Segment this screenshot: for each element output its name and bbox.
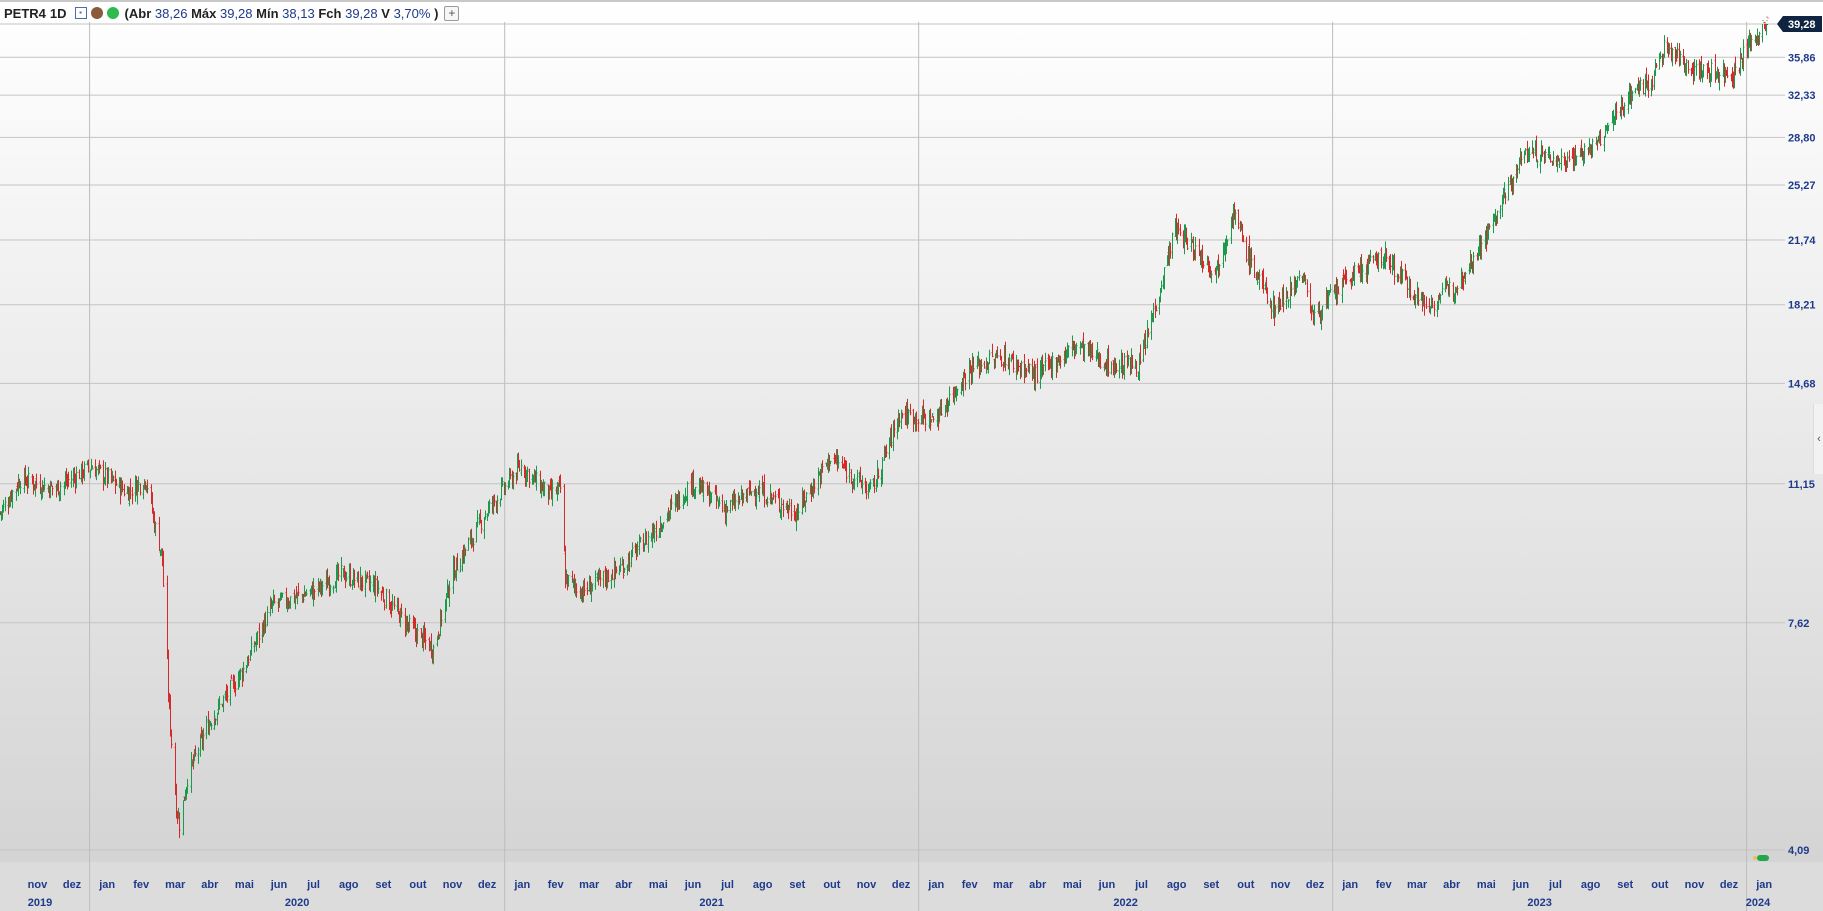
month-axis-label: nov (1271, 879, 1291, 891)
month-axis-label: abr (1443, 879, 1461, 891)
price-axis-label: 18,21 (1788, 300, 1816, 312)
month-axis-label: jun (270, 879, 288, 891)
year-axis-label: 2024 (1746, 897, 1771, 909)
high-value: 39,28 (219, 5, 253, 21)
month-axis-label: mar (993, 879, 1014, 891)
year-axis-label: 2022 (1113, 897, 1137, 909)
gridlines (0, 22, 1785, 911)
month-axis-label: dez (478, 879, 497, 891)
month-axis-label: fev (548, 879, 565, 891)
last-price-tag-shape (1777, 16, 1822, 32)
month-axis-label: jul (1134, 879, 1148, 891)
month-axis-label: jan (1341, 879, 1358, 891)
month-axis-label: mai (1477, 879, 1496, 891)
month-axis-label: jul (1548, 879, 1562, 891)
month-axis-label: ago (753, 879, 773, 891)
time-axis-background (0, 862, 1823, 911)
month-axis-label: jun (1098, 879, 1116, 891)
month-axis-label: mai (1063, 879, 1082, 891)
close-value: 39,28 (345, 5, 378, 21)
chart-type-icon[interactable]: ▪ (74, 7, 87, 19)
month-axis-label: nov (28, 879, 48, 891)
month-axis-label: set (1617, 879, 1633, 891)
month-axis-label: dez (892, 879, 911, 891)
change-label: V (381, 5, 390, 21)
month-axis-label: abr (1029, 879, 1047, 891)
price-axis-label: 35,86 (1788, 52, 1816, 64)
month-axis-label: set (1203, 879, 1219, 891)
month-axis-label: nov (857, 879, 877, 891)
month-axis-label: mar (1407, 879, 1428, 891)
add-indicator-button[interactable]: + (444, 5, 460, 21)
month-axis-label: ago (339, 879, 359, 891)
month-axis-label: jan (98, 879, 115, 891)
last-price-label: 39,28 (1788, 19, 1816, 31)
month-axis-label: jan (1755, 879, 1772, 891)
price-axis-label: 7,62 (1788, 618, 1809, 630)
month-axis-label: nov (443, 879, 463, 891)
month-axis-label: dez (1720, 879, 1739, 891)
month-axis-label: dez (1306, 879, 1325, 891)
ohlc-open-paren: ( (124, 5, 129, 21)
low-label: Mín (256, 5, 279, 21)
price-axis-label: 25,27 (1788, 180, 1816, 192)
open-label: Abr (128, 5, 152, 21)
month-axis-label: fev (133, 879, 150, 891)
month-axis-label: mai (649, 879, 668, 891)
price-axis-label: 4,09 (1788, 845, 1809, 857)
open-value: 38,26 (154, 5, 188, 21)
month-axis-label: jul (720, 879, 734, 891)
live-green-icon (106, 7, 119, 19)
month-axis-label: ago (1581, 879, 1601, 891)
timeframe-label[interactable]: 1D (49, 5, 67, 21)
settings-brown-icon[interactable] (90, 7, 103, 19)
collapse-panel-icon[interactable]: ‹ (1813, 404, 1823, 474)
price-axis-label: 32,33 (1788, 90, 1816, 102)
chart-legend: PETR4 1D ▪ ( Abr 38,26 Máx 39,28 Mín 38,… (4, 4, 460, 22)
last-price-tag: 39,28 (1777, 16, 1822, 32)
month-axis-label: set (789, 879, 805, 891)
change-value: 3,70% (393, 5, 431, 21)
month-axis-label: fev (962, 879, 979, 891)
price-axis-label: 28,80 (1788, 132, 1816, 144)
month-axis-label: mai (235, 879, 254, 891)
month-axis-label: ago (1167, 879, 1187, 891)
month-axis-label: set (375, 879, 391, 891)
month-axis-label: mar (579, 879, 600, 891)
month-axis-label: jan (513, 879, 530, 891)
status-indicator-yellow-icon (1753, 856, 1757, 860)
month-axis-label: jun (684, 879, 702, 891)
month-axis-label: out (823, 879, 840, 891)
candles (0, 16, 1769, 839)
year-axis-label: 2023 (1527, 897, 1551, 909)
month-axis-label: out (1651, 879, 1668, 891)
price-axis-label: 11,15 (1788, 479, 1815, 491)
year-axis-label: 2020 (285, 897, 309, 909)
month-axis-label: jul (306, 879, 320, 891)
top-border (0, 0, 1823, 2)
month-axis-label: nov (1685, 879, 1705, 891)
low-value: 38,13 (282, 5, 315, 21)
plot-background (0, 2, 1823, 862)
price-axis-label: 14,68 (1788, 378, 1816, 390)
month-axis-label: abr (615, 879, 633, 891)
month-axis-label: out (1237, 879, 1254, 891)
status-indicator-green-icon (1757, 855, 1769, 861)
year-axis-label: 2021 (699, 897, 723, 909)
month-axis-label: dez (63, 879, 82, 891)
month-axis-label: jan (927, 879, 944, 891)
month-axis-label: mar (165, 879, 186, 891)
month-axis-label: fev (1376, 879, 1393, 891)
month-axis-label: out (409, 879, 426, 891)
month-axis-label: jun (1512, 879, 1530, 891)
high-label: Máx (191, 5, 217, 21)
year-axis-label: 2019 (28, 897, 52, 909)
month-axis-label: abr (201, 879, 219, 891)
price-axis-label: 21,74 (1788, 235, 1816, 247)
symbol-label[interactable]: PETR4 (4, 5, 46, 21)
close-label: Fch (318, 5, 342, 21)
ohlc-close-paren: ) (434, 5, 439, 21)
